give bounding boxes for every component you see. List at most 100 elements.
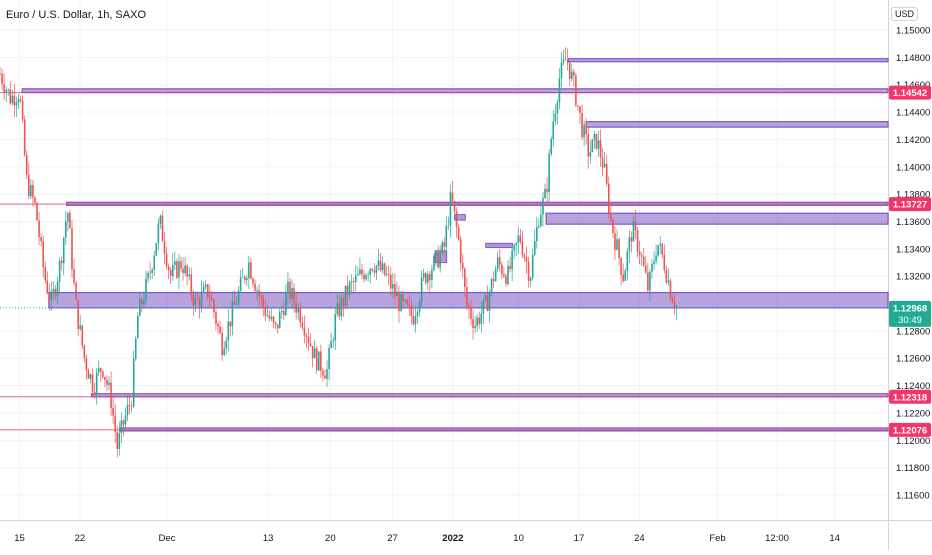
candle-body [517, 235, 520, 243]
candle-body [414, 316, 417, 325]
candle-body [673, 302, 676, 309]
price-badge-label: 1.13727 [893, 200, 927, 211]
x-tick-label: 12:00 [765, 533, 789, 544]
candle-body [439, 253, 441, 268]
candle-body [610, 212, 612, 220]
candle-body [429, 274, 431, 281]
candle-body [486, 295, 489, 311]
candle-body [334, 314, 337, 341]
candle-body [73, 269, 75, 283]
candle-body [169, 270, 172, 277]
candle-body [412, 316, 415, 325]
candle-body [204, 284, 207, 288]
price-badge-label: 1.12076 [893, 425, 927, 436]
supply-demand-zone [585, 121, 889, 128]
candle-body [451, 192, 454, 201]
price-badge [889, 300, 931, 327]
candle-body [540, 214, 542, 227]
candle-body [145, 278, 147, 301]
candle-body [675, 307, 678, 309]
candle-body [223, 348, 225, 356]
candle-body [480, 313, 483, 324]
candle-body [363, 274, 365, 280]
price-badge [889, 197, 931, 212]
candle-body [634, 221, 637, 230]
candle-body [0, 73, 1, 75]
y-tick-label: 1.14200 [896, 135, 930, 146]
currency-label[interactable]: USD [890, 7, 918, 21]
candle-body [418, 301, 421, 312]
x-tick-label: Feb [709, 533, 725, 544]
candle-body [618, 239, 620, 258]
candle-body [62, 237, 65, 264]
candle-body [283, 310, 285, 316]
candle-body [375, 265, 378, 273]
candle-body [568, 62, 571, 79]
candle-body [445, 226, 448, 247]
candle-body [573, 71, 575, 76]
candle-body [371, 268, 374, 271]
candle-body [256, 290, 258, 292]
candle-body [328, 347, 330, 370]
candle-body [457, 227, 460, 240]
x-tick-label: 15 [14, 533, 25, 544]
candle-body [498, 257, 501, 265]
candle-body [211, 297, 213, 301]
candle-body [638, 251, 641, 256]
candle-body [531, 255, 534, 279]
candle-body [120, 420, 123, 433]
candle-body [342, 298, 345, 306]
candle-body [34, 197, 36, 203]
candle-body [171, 264, 174, 277]
candle-body [134, 338, 137, 359]
y-tick-label: 1.12800 [896, 326, 930, 337]
candle-body [542, 198, 544, 215]
candle-body [464, 268, 466, 288]
y-tick-label: 1.15000 [896, 26, 930, 37]
candle-body [268, 315, 271, 319]
candle-body [79, 325, 82, 330]
candle-body [350, 281, 353, 283]
candle-body [408, 304, 411, 306]
candle-body [5, 89, 7, 93]
candle-body [455, 211, 458, 228]
candle-body [560, 62, 563, 79]
candle-body [280, 310, 283, 313]
candle-body [642, 256, 645, 266]
candle-body [258, 290, 260, 296]
candle-body [529, 278, 532, 281]
candle-body [309, 343, 312, 347]
candle-body [287, 281, 289, 294]
candle-body [544, 188, 546, 199]
candle-body [474, 326, 476, 329]
candle-body [38, 220, 40, 238]
candle-body [272, 316, 275, 323]
candle-body [636, 229, 639, 252]
candle-body [538, 226, 540, 228]
candle-body [17, 99, 20, 103]
candle-body [433, 255, 435, 270]
candle-body [503, 274, 505, 277]
candle-body [221, 333, 223, 356]
candle-body [104, 376, 106, 380]
y-tick-label: 1.11800 [896, 463, 930, 474]
candle-body [653, 261, 655, 264]
candle-body [556, 102, 559, 114]
candle-body [126, 405, 129, 416]
candle-body [622, 274, 624, 281]
candle-body [377, 260, 380, 266]
candle-body [396, 293, 398, 297]
candle-body [301, 322, 304, 328]
candle-body [315, 348, 318, 371]
candle-body [406, 300, 409, 305]
candle-body [478, 317, 481, 324]
candle-body [122, 420, 125, 425]
candle-body [116, 432, 119, 449]
y-tick-label: 1.14400 [896, 108, 930, 119]
x-tick-label: 27 [387, 533, 398, 544]
candle-body [206, 284, 209, 297]
candle-body [243, 276, 246, 281]
candle-body [416, 311, 419, 317]
